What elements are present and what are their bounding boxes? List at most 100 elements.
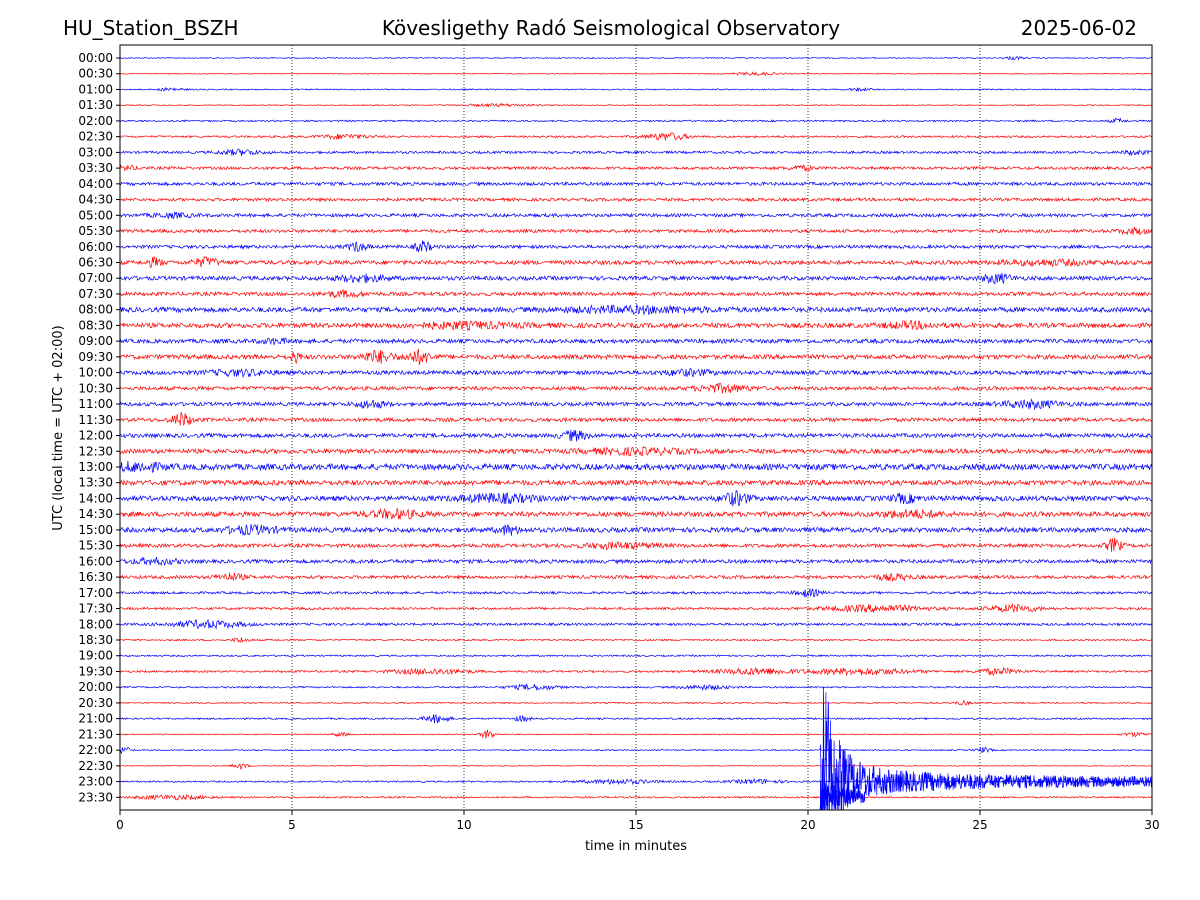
trace-line (119, 478, 1153, 487)
trace-line (119, 637, 1153, 643)
trace-line (119, 102, 1153, 108)
trace-line (119, 210, 1153, 220)
trace-line (119, 227, 1153, 236)
y-tick-label: 23:00 (78, 775, 113, 789)
trace-line (119, 746, 1153, 755)
trace-line (119, 196, 1153, 203)
y-tick-label: 12:30 (78, 444, 113, 458)
y-tick-label: 22:00 (78, 743, 113, 757)
trace-line (119, 148, 1153, 157)
trace-line (119, 288, 1153, 299)
trace-line (119, 602, 1153, 614)
y-tick-label: 09:00 (78, 334, 113, 348)
trace-line (119, 618, 1153, 630)
y-tick-label: 07:30 (78, 287, 113, 301)
trace-line (119, 523, 1153, 536)
y-tick-label: 13:30 (78, 476, 113, 490)
y-tick-label: 21:30 (78, 727, 113, 741)
y-tick-label: 05:00 (78, 208, 113, 222)
trace-line (119, 255, 1153, 268)
chart-title: Kövesligethy Radó Seismological Observat… (382, 16, 840, 40)
y-tick-label: 12:00 (78, 429, 113, 443)
trace-group (119, 55, 1153, 801)
x-tick-label: 25 (972, 818, 987, 832)
y-tick-label: 04:00 (78, 177, 113, 191)
y-tick-label: 11:00 (78, 397, 113, 411)
y-tick-label: 15:30 (78, 539, 113, 553)
trace-line (119, 445, 1153, 457)
trace-line (119, 164, 1153, 172)
y-tick-label: 06:30 (78, 255, 113, 269)
date-label: 2025-06-02 (1021, 16, 1137, 40)
trace-line (119, 398, 1153, 411)
y-tick-label: 03:00 (78, 145, 113, 159)
y-tick-label: 18:30 (78, 633, 113, 647)
y-tick-label: 19:30 (78, 664, 113, 678)
trace-line (119, 86, 1153, 93)
trace-line (119, 572, 1153, 583)
y-tick-label: 14:00 (78, 491, 113, 505)
trace-line (119, 666, 1153, 677)
trace-line (119, 240, 1153, 253)
trace-line (119, 180, 1153, 187)
x-axis-ticks: 0 5 10 15 20 25 30 (116, 810, 1160, 832)
y-tick-label: 23:30 (78, 790, 113, 804)
trace-line (119, 714, 1153, 724)
y-tick-label: 10:00 (78, 366, 113, 380)
y-tick-label: 16:00 (78, 554, 113, 568)
y-tick-label: 13:00 (78, 460, 113, 474)
trace-line (119, 117, 1153, 124)
trace-line (119, 699, 1153, 706)
y-tick-label: 15:00 (78, 523, 113, 537)
trace-line (119, 303, 1153, 316)
y-tick-label: 05:30 (78, 224, 113, 238)
y-tick-label: 01:30 (78, 98, 113, 112)
trace-line (119, 588, 1153, 598)
trace-line (119, 729, 1153, 739)
y-tick-label: 03:30 (78, 161, 113, 175)
x-tick-label: 0 (116, 818, 124, 832)
trace-line (119, 382, 1153, 394)
event-waveform-tail (819, 781, 866, 811)
trace-line (119, 654, 1153, 658)
trace-line (119, 429, 1153, 442)
station-name: HU_Station_BSZH (63, 16, 239, 40)
y-tick-label: 07:00 (78, 271, 113, 285)
trace-line (119, 55, 1153, 61)
x-tick-label: 10 (456, 818, 471, 832)
trace-line (119, 71, 1153, 77)
y-tick-label: 09:30 (78, 350, 113, 364)
y-tick-label: 18:00 (78, 617, 113, 631)
y-tick-label: 00:30 (78, 67, 113, 81)
trace-line (119, 556, 1153, 567)
y-tick-label: 11:30 (78, 413, 113, 427)
trace-line (119, 272, 1153, 285)
trace-line (119, 763, 1153, 770)
y-tick-label: 08:00 (78, 303, 113, 317)
y-tick-label: 22:30 (78, 759, 113, 773)
trace-line (119, 507, 1153, 520)
x-tick-label: 15 (628, 818, 643, 832)
y-tick-label: 02:00 (78, 114, 113, 128)
y-axis-label: UTC (local time = UTC + 02:00) (51, 325, 66, 530)
trace-line (119, 490, 1153, 507)
x-tick-label: 5 (288, 818, 296, 832)
trace-line (119, 320, 1153, 332)
y-tick-label: 17:30 (78, 602, 113, 616)
y-tick-label: 20:00 (78, 680, 113, 694)
trace-line (119, 683, 1153, 692)
y-tick-label: 08:30 (78, 318, 113, 332)
y-tick-label: 00:00 (78, 51, 113, 65)
y-tick-label: 02:30 (78, 130, 113, 144)
x-axis-label: time in minutes (585, 839, 687, 854)
y-tick-label: 06:00 (78, 240, 113, 254)
plot-frame (119, 44, 1153, 811)
trace-line (119, 537, 1153, 552)
trace-line (119, 460, 1153, 473)
y-tick-label: 20:30 (78, 696, 113, 710)
y-tick-label: 01:00 (78, 82, 113, 96)
trace-line (119, 368, 1153, 379)
trace-line (119, 337, 1153, 346)
